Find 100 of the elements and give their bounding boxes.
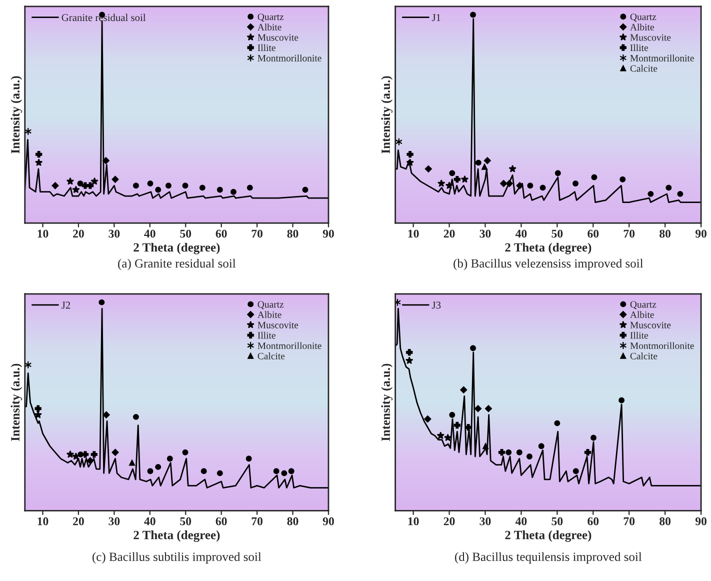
point bbox=[129, 460, 136, 466]
point bbox=[508, 164, 516, 172]
legend-label: Albite bbox=[630, 24, 654, 30]
point bbox=[66, 450, 74, 458]
point bbox=[460, 386, 468, 394]
legend-label: Montmorillonite bbox=[630, 54, 694, 62]
point bbox=[526, 454, 532, 460]
x-tick-label: 90 bbox=[695, 517, 706, 526]
point bbox=[102, 157, 110, 164]
x-tick-label: 60 bbox=[216, 230, 227, 238]
point bbox=[474, 405, 482, 412]
x-tick-label: 70 bbox=[624, 230, 635, 238]
point bbox=[273, 468, 280, 474]
point bbox=[66, 177, 74, 185]
point bbox=[484, 157, 491, 164]
legend-label: Albite bbox=[258, 24, 282, 30]
point bbox=[424, 165, 432, 172]
y-axis-title: Intensity (a.u.) bbox=[10, 76, 22, 154]
point bbox=[302, 186, 308, 193]
legend-label: Quartz bbox=[258, 14, 284, 22]
point bbox=[216, 186, 223, 193]
x-tick-label: 40 bbox=[515, 517, 527, 526]
point bbox=[572, 468, 579, 474]
point bbox=[454, 176, 461, 183]
x-axis-title: 2 Theta (degree) bbox=[505, 242, 592, 254]
point bbox=[281, 470, 288, 476]
point bbox=[500, 180, 508, 188]
x-tick-label: 50 bbox=[552, 230, 563, 238]
legend-label: Montmorillonite bbox=[258, 54, 322, 62]
point bbox=[498, 449, 506, 456]
x-tick-label: 70 bbox=[252, 517, 262, 526]
point bbox=[484, 405, 492, 412]
point bbox=[72, 452, 80, 460]
point bbox=[406, 349, 413, 356]
x-tick-label: 10 bbox=[38, 230, 48, 238]
legend-label: Quartz bbox=[258, 301, 284, 310]
point bbox=[506, 449, 512, 456]
point bbox=[677, 190, 684, 197]
point bbox=[112, 176, 119, 183]
legend-label: Montmorillonite bbox=[258, 342, 322, 350]
point bbox=[554, 420, 560, 426]
x-tick-label: 80 bbox=[287, 230, 298, 238]
point bbox=[454, 422, 461, 429]
x-axis-title: 2 Theta (degree) bbox=[134, 530, 220, 542]
legend-label: Muscovite bbox=[258, 34, 298, 41]
x-tick-label: 50 bbox=[180, 517, 192, 526]
text: (c) Bacillus subtilis improved soil bbox=[92, 552, 262, 564]
point bbox=[155, 186, 162, 193]
text: (a) Granite residual soil bbox=[118, 258, 236, 270]
point bbox=[449, 170, 456, 176]
point bbox=[147, 180, 154, 186]
point bbox=[182, 449, 188, 456]
x-tick-label: 20 bbox=[444, 517, 455, 526]
point bbox=[424, 416, 432, 423]
legend-label: Quartz bbox=[630, 14, 656, 22]
point bbox=[527, 182, 534, 189]
x-axis-title: 2 Theta (degree) bbox=[134, 242, 220, 254]
point bbox=[470, 12, 476, 18]
x-tick-label: 80 bbox=[287, 517, 298, 526]
x-tick-label: 10 bbox=[408, 517, 419, 526]
legend-label: Montmorillonite bbox=[630, 342, 694, 350]
point bbox=[482, 443, 489, 450]
point bbox=[438, 179, 446, 187]
x-tick-label: 60 bbox=[588, 230, 599, 238]
x-tick-label: 90 bbox=[322, 230, 334, 238]
point bbox=[165, 182, 172, 189]
point bbox=[34, 405, 42, 412]
point bbox=[648, 190, 654, 197]
point bbox=[618, 397, 625, 404]
x-tick-label: 10 bbox=[38, 517, 48, 526]
legend-label: Calcite bbox=[630, 64, 658, 72]
x-tick-label: 30 bbox=[108, 517, 120, 526]
point bbox=[436, 432, 444, 440]
point bbox=[230, 188, 236, 195]
x-tick-label: 40 bbox=[144, 517, 156, 526]
point bbox=[166, 456, 173, 462]
point bbox=[506, 180, 513, 188]
x-axis-title: 2 Theta (degree) bbox=[505, 530, 592, 542]
point bbox=[666, 184, 672, 191]
legend-label: Illite bbox=[630, 332, 648, 339]
point bbox=[246, 456, 252, 462]
x-tick-label: 40 bbox=[144, 230, 156, 238]
x-tick-label: 90 bbox=[695, 230, 706, 238]
legend-label: Albite bbox=[630, 311, 654, 318]
point bbox=[90, 177, 98, 185]
point bbox=[591, 174, 598, 180]
point bbox=[34, 410, 42, 418]
point bbox=[590, 434, 596, 441]
point bbox=[470, 345, 476, 352]
point bbox=[132, 182, 139, 189]
x-tick-label: 30 bbox=[108, 230, 120, 238]
legend-label: Quartz bbox=[630, 301, 656, 310]
point bbox=[406, 158, 414, 166]
x-tick-label: 10 bbox=[408, 230, 419, 238]
legend-label: Muscovite bbox=[630, 322, 671, 328]
legend-label: Illite bbox=[258, 44, 276, 52]
point bbox=[475, 160, 482, 166]
point bbox=[288, 468, 294, 474]
legend-label: J1 bbox=[432, 14, 440, 22]
point bbox=[482, 164, 488, 170]
